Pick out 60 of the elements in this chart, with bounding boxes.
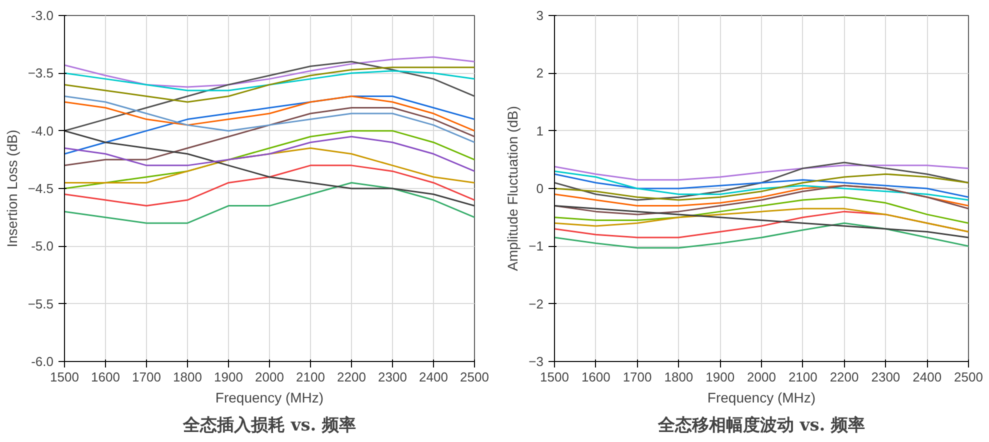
y-tick-label: 2 (536, 66, 544, 81)
y-tick-label: -5.0 (31, 238, 54, 254)
y-tick-label: −4.5 (28, 181, 54, 196)
y-tick-label: -4.0 (31, 123, 54, 138)
x-tick-label: 2300 (871, 370, 900, 384)
x-axis-title: Frequency (MHz) (707, 390, 816, 406)
x-tick-label: 2200 (337, 370, 366, 384)
x-tick-label: 1800 (664, 370, 694, 384)
x-tick-label: 1800 (173, 370, 202, 384)
x-tick-label: 2000 (255, 370, 284, 384)
x-tick-label: 2400 (419, 370, 448, 384)
y-tick-label: 3 (536, 8, 544, 23)
line-series (554, 205, 968, 238)
x-axis-title: Frequency (MHz) (215, 390, 324, 406)
text: 全态移相幅度波动 vs. 频率 (656, 416, 866, 436)
line-series (64, 182, 474, 224)
line-series (64, 136, 474, 172)
x-tick-label: 1900 (706, 370, 735, 384)
x-tick-label: 1600 (91, 370, 120, 384)
line-series (64, 95, 474, 144)
x-tick-label: 2100 (788, 370, 818, 384)
line-series (64, 147, 474, 184)
x-tick-label: 1700 (132, 370, 161, 384)
x-tick-label: 2100 (296, 370, 325, 384)
y-axis-title: Insertion Loss (dB) (4, 130, 20, 248)
x-tick-label: 2000 (747, 370, 776, 384)
line-series (64, 95, 474, 132)
line-series (64, 56, 474, 88)
line-series (554, 164, 968, 181)
x-tick-label: 1500 (540, 370, 569, 384)
x-tick-label: 1600 (581, 370, 610, 384)
line-series (554, 222, 968, 249)
line-series (64, 107, 474, 166)
line-series (554, 184, 968, 216)
y-tick-label: 1 (536, 123, 544, 138)
line-series (64, 164, 474, 207)
y-tick-label: -6.0 (31, 354, 54, 369)
y-tick-label: -3.0 (31, 8, 54, 23)
x-tick-label: 1500 (50, 370, 79, 384)
line-series (554, 196, 968, 224)
y-tick-label: −2 (528, 296, 544, 312)
y-tick-label: −3.5 (28, 66, 54, 81)
x-tick-label: 2300 (378, 370, 407, 384)
line-series (554, 208, 968, 232)
line-series (64, 70, 474, 92)
y-axis-title: Amplitude Fluctuation (dB) (504, 106, 521, 271)
x-tick-label: 2500 (954, 370, 983, 384)
x-tick-label: 2500 (460, 370, 489, 384)
line-series (64, 66, 474, 103)
line-series (554, 162, 968, 201)
text: 全态插入损耗 vs. 频率 (182, 416, 356, 436)
y-tick-label: −3 (528, 354, 544, 369)
y-tick-label: 0 (536, 181, 544, 196)
y-tick-label: −1 (528, 238, 544, 254)
line-series (64, 130, 474, 207)
y-tick-label: −5.5 (28, 296, 54, 312)
x-tick-label: 2400 (912, 370, 942, 384)
x-tick-label: 1700 (622, 370, 652, 384)
x-tick-label: 2200 (830, 370, 859, 384)
x-tick-label: 1900 (214, 370, 243, 384)
